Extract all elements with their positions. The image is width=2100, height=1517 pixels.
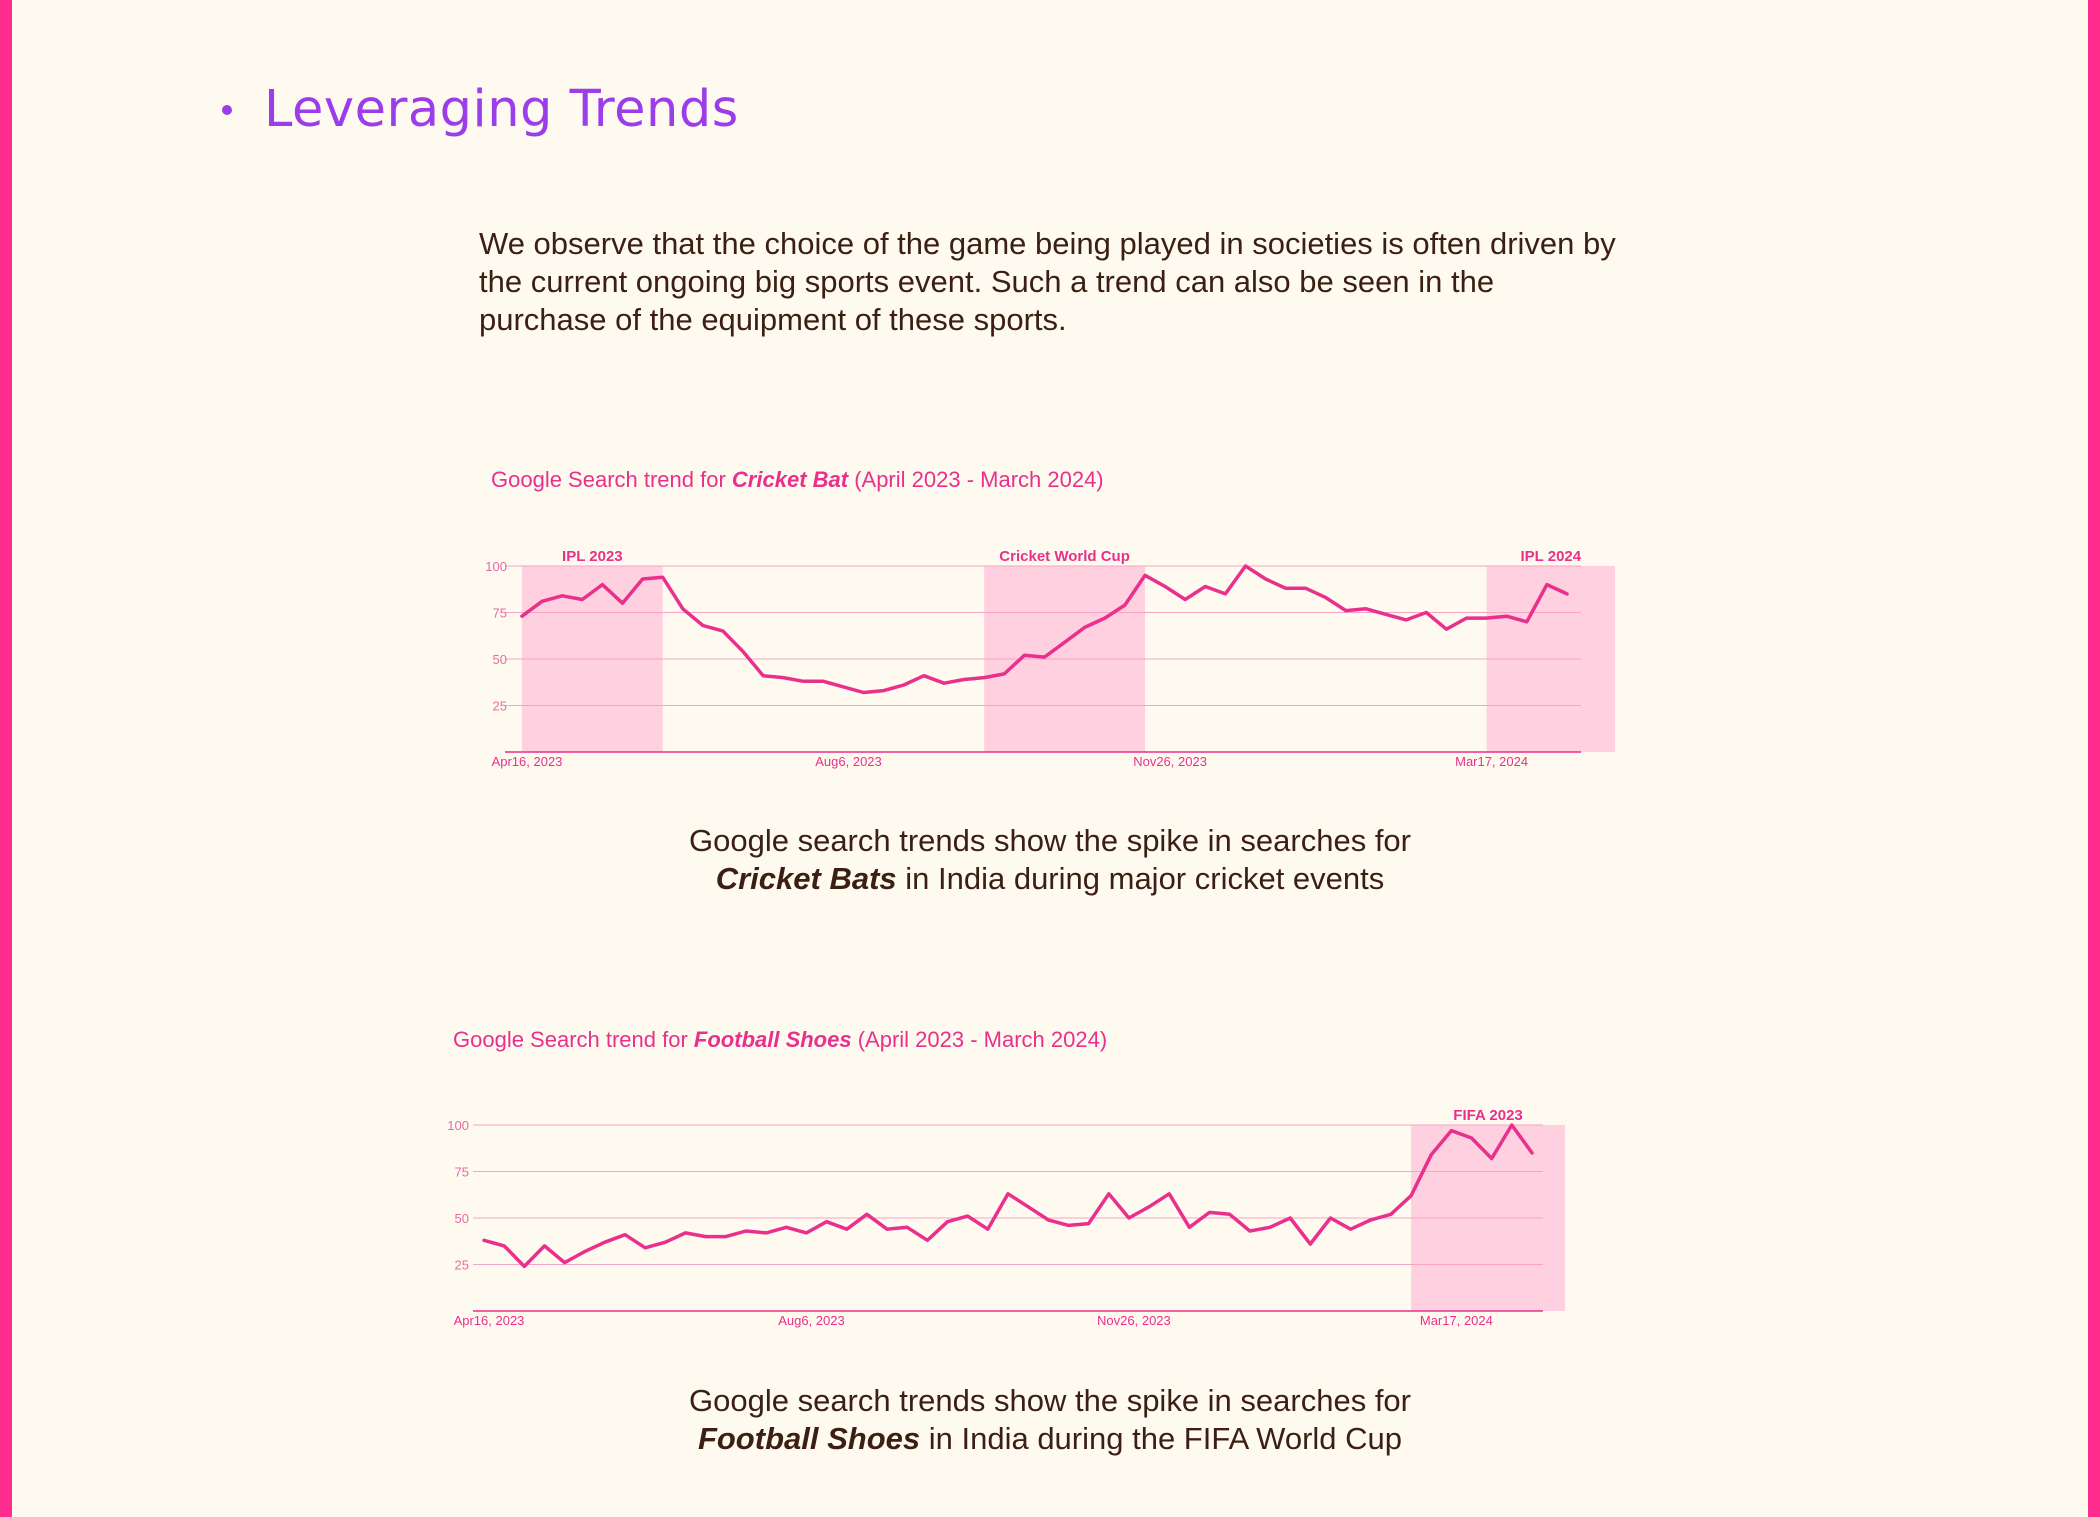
y-tick-label: 100 <box>447 1118 469 1133</box>
x-tick-label: Aug6, 2023 <box>778 1313 845 1328</box>
x-tick-label: Nov26, 2023 <box>1097 1313 1171 1328</box>
chart-title-emph: Cricket Bat <box>731 467 849 492</box>
x-tick-label: Aug6, 2023 <box>815 754 882 769</box>
caption-line2: Football Shoes in India during the FIFA … <box>0 1420 2100 1458</box>
section-heading: Leveraging Trends <box>222 80 739 139</box>
bullet-icon <box>222 104 232 115</box>
chart-title-football: Google Search trend for Football Shoes (… <box>453 1027 1107 1053</box>
y-tick-label: 50 <box>455 1211 469 1226</box>
caption-emph: Football Shoes <box>697 1421 921 1456</box>
chart-title-prefix: Google Search trend for <box>491 467 732 492</box>
caption-rest: in India during major cricket events <box>896 861 1385 896</box>
highlight-label: FIFA 2023 <box>1453 1107 1522 1124</box>
series-line <box>482 1123 1534 1269</box>
highlight-band <box>1411 1125 1565 1311</box>
caption-cricket: Google search trends show the spike in s… <box>0 822 2100 898</box>
y-tick-label: 25 <box>455 1258 469 1273</box>
caption-rest: in India during the FIFA World Cup <box>920 1421 1403 1456</box>
highlight-band <box>984 566 1145 752</box>
chart-title-emph: Football Shoes <box>693 1027 852 1052</box>
chart-title-suffix: (April 2023 - March 2024) <box>848 467 1104 492</box>
heading-text: Leveraging Trends <box>264 80 739 139</box>
chart-title-cricket: Google Search trend for Cricket Bat (Apr… <box>491 467 1104 493</box>
highlight-label: IPL 2024 <box>1521 548 1582 565</box>
y-tick-label: 50 <box>493 652 507 667</box>
y-tick-label: 75 <box>455 1165 469 1180</box>
x-tick-label: Nov26, 2023 <box>1133 754 1207 769</box>
chart-title-prefix: Google Search trend for <box>453 1027 694 1052</box>
x-tick-label: Mar17, 2024 <box>1420 1313 1493 1328</box>
highlight-band <box>1486 566 1615 752</box>
highlight-band <box>522 566 663 752</box>
intro-paragraph: We observe that the choice of the game b… <box>479 226 1616 337</box>
y-tick-label: 100 <box>485 559 507 574</box>
caption-line2: Cricket Bats in India during major crick… <box>0 860 2100 898</box>
chart-title-suffix: (April 2023 - March 2024) <box>851 1027 1108 1052</box>
caption-emph: Cricket Bats <box>715 861 897 896</box>
highlight-label: IPL 2023 <box>562 548 623 565</box>
right-border <box>2088 0 2100 1517</box>
caption-line1: Google search trends show the spike in s… <box>689 823 1411 858</box>
left-border <box>0 0 12 1517</box>
series-line <box>520 564 1569 695</box>
caption-football: Google search trends show the spike in s… <box>0 1382 2100 1458</box>
highlight-label: Cricket World Cup <box>999 548 1130 565</box>
y-tick-label: 75 <box>493 606 507 621</box>
caption-line1: Google search trends show the spike in s… <box>689 1383 1411 1418</box>
x-tick-label: Apr16, 2023 <box>454 1313 525 1328</box>
x-tick-label: Apr16, 2023 <box>492 754 563 769</box>
y-tick-label: 25 <box>493 699 507 714</box>
x-tick-label: Mar17, 2024 <box>1455 754 1528 769</box>
